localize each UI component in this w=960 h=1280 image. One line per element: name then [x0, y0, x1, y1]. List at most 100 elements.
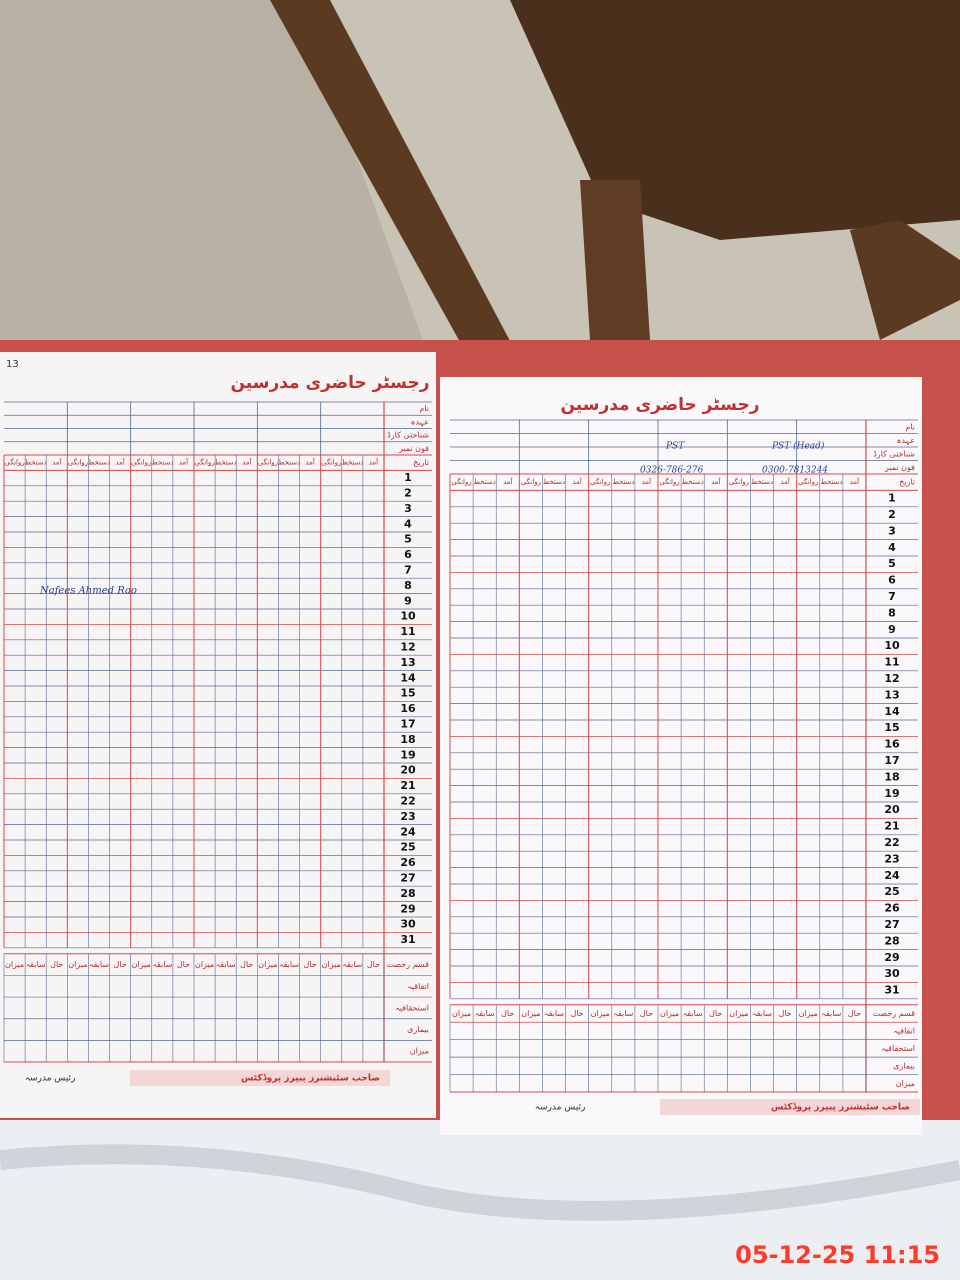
row-number: 9 [888, 623, 896, 636]
summary-header: حال [177, 960, 190, 969]
header-label: فون نمبر [398, 444, 429, 453]
leave-label: اتفاقیہ [407, 982, 429, 991]
row-number: 20 [884, 803, 900, 816]
column-header: دستخط [278, 459, 300, 467]
row-number: 24 [400, 825, 416, 838]
row-number: 12 [884, 672, 899, 685]
row-number: 15 [884, 721, 899, 734]
row-number: 3 [404, 502, 412, 515]
row-number: 27 [400, 872, 415, 885]
summary-header: حال [367, 960, 380, 969]
row-number: 21 [884, 820, 899, 833]
summary-header: میزان [521, 1009, 540, 1018]
printer-strip [130, 1070, 390, 1086]
row-number: 13 [884, 688, 899, 701]
row-number: 17 [400, 718, 415, 731]
handwritten-note: Nafees Ahmed Rao [39, 586, 137, 597]
row-number: 2 [888, 508, 896, 521]
row-number: 21 [400, 779, 415, 792]
chair-leg [270, 0, 520, 360]
summary-header: سابقہ [26, 960, 46, 969]
leave-label: بیماری [407, 1025, 429, 1034]
summary-header: حال [640, 1009, 653, 1018]
column-header: آمد [369, 458, 379, 467]
header-label: نام [419, 404, 429, 413]
summary-header: سابقہ [613, 1009, 633, 1018]
summary-header: میزان [799, 1009, 818, 1018]
column-header: آمد [850, 477, 860, 486]
summary-header: سابقہ [152, 960, 172, 969]
column-header: دستخط [25, 459, 47, 467]
left-page [0, 352, 436, 1118]
column-header: دستخط [474, 478, 496, 486]
printer: صاحب سٹیشنرز پیپرز پروڈکٹس [771, 1103, 910, 1113]
row-number: 22 [400, 795, 415, 808]
date-label: تاریخ [899, 478, 915, 487]
row-number: 24 [884, 869, 900, 882]
summary-header: میزان [258, 960, 277, 969]
timestamp: 05-12-25 11:15 [735, 1241, 940, 1269]
column-header: روانگی [68, 458, 88, 467]
handwritten-note: PST (Head) [771, 441, 825, 452]
row-number: 5 [888, 557, 896, 570]
summary-header: میزان [68, 960, 87, 969]
column-header: روانگی [798, 477, 818, 486]
row-number: 9 [404, 594, 412, 607]
summary-header: سابقہ [821, 1009, 841, 1018]
row-number: 10 [884, 639, 900, 652]
row-number: 29 [884, 951, 899, 964]
summary-header: حال [50, 960, 63, 969]
summary-header: سابقہ [89, 960, 109, 969]
column-header: روانگی [521, 477, 541, 486]
row-number: 3 [888, 524, 896, 537]
column-header: روانگی [659, 477, 679, 486]
summary-header: حال [501, 1009, 514, 1018]
column-header: روانگی [729, 477, 749, 486]
row-number: 30 [884, 967, 900, 980]
summary-header: میزان [322, 960, 341, 969]
row-number: 16 [400, 702, 416, 715]
cloth-fold [0, 1144, 960, 1221]
page-title: رجسٹر حاضری مدرسین [231, 373, 430, 393]
row-number: 18 [400, 733, 415, 746]
row-number: 17 [884, 754, 899, 767]
date-label: تاریخ [413, 458, 429, 467]
column-header: دستخط [151, 459, 173, 467]
row-number: 28 [400, 887, 415, 900]
row-number: 4 [404, 517, 412, 530]
column-header: آمد [711, 477, 721, 486]
summary-header: سابقہ [216, 960, 236, 969]
summary-header: سابقہ [279, 960, 299, 969]
summary-header: میزان [195, 960, 214, 969]
summary-header: حال [709, 1009, 722, 1018]
column-header: دستخط [682, 478, 704, 486]
row-number: 25 [884, 885, 899, 898]
column-header: آمد [115, 458, 125, 467]
summary-header: سابقہ [544, 1009, 564, 1018]
footer: رئیس مدرسہ [535, 1103, 586, 1113]
leave-label: میزان [410, 1047, 429, 1056]
handwritten-note: 0326-786-276 [640, 466, 704, 476]
summary-header: حال [848, 1009, 861, 1018]
row-number: 31 [400, 933, 415, 946]
printer-strip [660, 1099, 920, 1115]
header-label: نام [905, 422, 915, 431]
row-number: 26 [884, 902, 900, 915]
printer: صاحب سٹیشنرز پیپرز پروڈکٹس [241, 1074, 380, 1084]
row-number: 7 [888, 590, 896, 603]
row-number: 31 [884, 984, 899, 997]
summary-header: حال [240, 960, 253, 969]
row-number: 18 [884, 770, 899, 783]
row-number: 29 [400, 902, 415, 915]
row-number: 19 [884, 787, 899, 800]
summary-header: میزان [591, 1009, 610, 1018]
column-header: روانگی [590, 477, 610, 486]
leave-label: استحقاقیہ [395, 1003, 429, 1012]
row-number: 11 [884, 656, 899, 669]
header-label: عہدہ [411, 417, 429, 426]
column-header: آمد [305, 458, 315, 467]
column-header: دستخط [88, 459, 110, 467]
row-number: 23 [400, 810, 415, 823]
column-header: آمد [52, 458, 62, 467]
